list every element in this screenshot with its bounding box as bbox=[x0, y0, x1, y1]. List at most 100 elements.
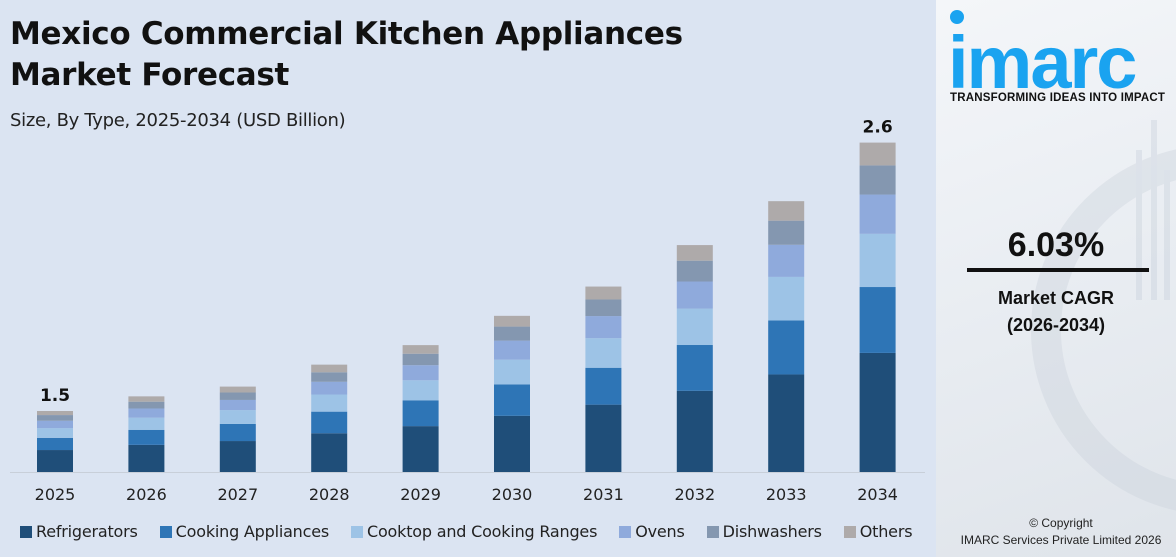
bar-segment-cooking-appliances-2028 bbox=[311, 411, 348, 434]
bar-segment-cooktop-and-cooking-ranges-2026 bbox=[128, 417, 165, 430]
bar-segment-cooking-appliances-2033 bbox=[768, 320, 805, 375]
bar-segment-cooking-appliances-2030 bbox=[494, 384, 530, 416]
cagr-label: Market CAGR (2026-2034) bbox=[936, 285, 1176, 339]
bar-segment-refrigerators-2026 bbox=[128, 444, 165, 472]
tagline: TRANSFORMING IDEAS INTO IMPACT bbox=[950, 92, 1166, 104]
bar-segment-ovens-2033 bbox=[768, 244, 805, 277]
bar-segment-cooking-appliances-2031 bbox=[585, 367, 622, 405]
x-tick-label: 2025 bbox=[35, 485, 76, 504]
bar-segment-cooking-appliances-2029 bbox=[402, 400, 439, 427]
bar-segment-refrigerators-2030 bbox=[494, 415, 530, 472]
legend-item: Dishwashers bbox=[706, 522, 822, 541]
bar-segment-dishwashers-2028 bbox=[311, 372, 348, 382]
bar-segment-others-2030 bbox=[494, 315, 530, 327]
bar-segment-refrigerators-2033 bbox=[768, 374, 805, 472]
bar-segment-dishwashers-2030 bbox=[494, 326, 530, 341]
data-label: 1.5 bbox=[40, 386, 70, 406]
copyright-line2: IMARC Services Private Limited 2026 bbox=[960, 533, 1162, 547]
bar-segment-refrigerators-2027 bbox=[219, 441, 256, 472]
legend-swatch bbox=[351, 525, 363, 538]
bar-segment-refrigerators-2032 bbox=[676, 390, 713, 472]
bar-segment-others-2027 bbox=[219, 386, 256, 393]
chart-panel: Mexico Commercial Kitchen Appliances Mar… bbox=[10, 14, 934, 541]
bar-segment-others-2025 bbox=[37, 411, 73, 416]
chart-subtitle: Size, By Type, 2025-2034 (USD Billion) bbox=[10, 110, 346, 131]
legend-swatch bbox=[20, 525, 32, 538]
bar-segment-ovens-2030 bbox=[494, 340, 530, 360]
data-label: 2.6 bbox=[863, 118, 893, 138]
x-tick-label: 2031 bbox=[583, 485, 624, 504]
bar-segment-cooking-appliances-2025 bbox=[37, 437, 73, 451]
bar-segment-ovens-2027 bbox=[219, 399, 256, 411]
legend-label: Cooktop and Cooking Ranges bbox=[367, 522, 598, 541]
legend-label: Ovens bbox=[635, 522, 685, 541]
bar-segment-refrigerators-2028 bbox=[311, 433, 348, 472]
bar-segment-others-2031 bbox=[585, 286, 622, 300]
bar-segment-dishwashers-2034 bbox=[859, 165, 896, 195]
legend-item: Cooktop and Cooking Ranges bbox=[351, 522, 597, 541]
x-tick-label: 2032 bbox=[674, 485, 715, 504]
bar-segment-others-2026 bbox=[128, 396, 165, 402]
x-tick-label: 2033 bbox=[766, 485, 807, 504]
bar-segment-others-2029 bbox=[402, 345, 439, 354]
bar-segment-others-2033 bbox=[768, 201, 805, 221]
title-line-1: Mexico Commercial Kitchen Appliances bbox=[10, 16, 683, 52]
bar-segment-cooking-appliances-2026 bbox=[128, 429, 165, 445]
bar-segment-ovens-2025 bbox=[37, 420, 73, 429]
bar-segment-others-2032 bbox=[676, 245, 713, 261]
bar-segment-cooktop-and-cooking-ranges-2027 bbox=[219, 410, 256, 424]
bar-segment-refrigerators-2025 bbox=[37, 450, 73, 472]
bar-segment-cooking-appliances-2032 bbox=[676, 345, 713, 391]
x-tick-label: 2030 bbox=[492, 485, 533, 504]
stacked-bar-chart: 2025 1.5 2026 2027 2028 2029 2030 2031 2032 2033 2… bbox=[10, 118, 925, 504]
cagr-divider bbox=[967, 268, 1149, 272]
bar-segment-cooktop-and-cooking-ranges-2029 bbox=[402, 380, 439, 401]
bar-segment-cooktop-and-cooking-ranges-2032 bbox=[676, 308, 713, 346]
bar-segment-refrigerators-2034 bbox=[859, 352, 896, 472]
bar-segment-dishwashers-2027 bbox=[219, 392, 256, 400]
legend-label: Others bbox=[859, 522, 913, 541]
bar-segment-cooktop-and-cooking-ranges-2031 bbox=[585, 338, 622, 368]
background-graphic bbox=[1031, 120, 1176, 511]
bar-segment-ovens-2031 bbox=[585, 316, 622, 339]
legend-item: Others bbox=[843, 522, 913, 541]
legend-label: Dishwashers bbox=[722, 522, 822, 541]
bar-segment-ovens-2034 bbox=[859, 194, 896, 234]
bar-segment-refrigerators-2031 bbox=[585, 404, 622, 472]
legend-item: Refrigerators bbox=[20, 522, 138, 541]
copyright: © Copyright IMARC Services Private Limit… bbox=[936, 515, 1176, 549]
bar-segment-cooktop-and-cooking-ranges-2028 bbox=[311, 394, 348, 412]
legend-swatch bbox=[159, 525, 172, 538]
legend-swatch bbox=[619, 525, 632, 538]
legend-swatch bbox=[706, 525, 719, 538]
x-tick-label: 2029 bbox=[400, 485, 441, 504]
legend-item: Ovens bbox=[619, 522, 685, 541]
bar-segment-cooking-appliances-2027 bbox=[219, 423, 256, 442]
bar-segment-cooktop-and-cooking-ranges-2030 bbox=[494, 359, 530, 385]
cagr-label-line1: Market CAGR bbox=[997, 288, 1115, 308]
bar-segment-others-2028 bbox=[311, 364, 348, 373]
svg-text:imarc: imarc bbox=[948, 21, 1135, 93]
brand-panel: imarc TRANSFORMING IDEAS INTO IMPACT 6.0… bbox=[936, 0, 1176, 557]
x-tick-label: 2034 bbox=[857, 485, 898, 504]
copyright-line1: © Copyright bbox=[1029, 516, 1093, 530]
x-tick-label: 2028 bbox=[309, 485, 350, 504]
legend-label: Cooking Appliances bbox=[175, 522, 330, 541]
bar-segment-dishwashers-2031 bbox=[585, 299, 622, 317]
legend: Refrigerators Cooking Appliances Cooktop a… bbox=[20, 522, 934, 541]
bar-segment-cooktop-and-cooking-ranges-2033 bbox=[768, 276, 805, 321]
x-tick-label: 2027 bbox=[217, 485, 258, 504]
bar-segment-dishwashers-2025 bbox=[37, 415, 73, 421]
bar-segment-cooktop-and-cooking-ranges-2025 bbox=[37, 428, 73, 438]
bar-segment-ovens-2032 bbox=[676, 281, 713, 309]
bar-segment-ovens-2026 bbox=[128, 408, 165, 418]
cagr-label-line2: (2026-2034) bbox=[1006, 315, 1106, 335]
bar-segment-refrigerators-2029 bbox=[402, 426, 439, 472]
x-tick-label: 2026 bbox=[126, 485, 167, 504]
chart-title: Mexico Commercial Kitchen Appliances Mar… bbox=[10, 14, 683, 96]
bar-segment-others-2034 bbox=[859, 142, 896, 166]
legend-swatch bbox=[843, 525, 856, 538]
title-line-2: Market Forecast bbox=[10, 57, 290, 93]
bar-segment-dishwashers-2033 bbox=[768, 220, 805, 245]
legend-item: Cooking Appliances bbox=[159, 522, 330, 541]
